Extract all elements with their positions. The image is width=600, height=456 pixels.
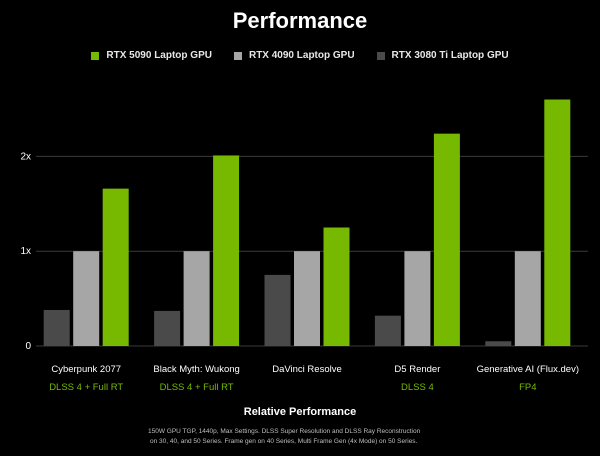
bar-2-1 xyxy=(294,251,320,346)
legend: RTX 5090 Laptop GPU RTX 4090 Laptop GPU … xyxy=(0,50,600,61)
x-subcategory-label-4: FP4 xyxy=(519,382,536,393)
bar-3-1 xyxy=(404,251,431,346)
x-subcategory-label-0: DLSS 4 + Full RT xyxy=(49,382,123,393)
legend-swatch-rtx-5090 xyxy=(91,51,100,60)
bar-4-1 xyxy=(514,251,541,346)
legend-item-rtx-4090: RTX 4090 Laptop GPU xyxy=(233,50,355,61)
bar-0-2 xyxy=(102,188,129,346)
legend-label-rtx-4090: RTX 4090 Laptop GPU xyxy=(248,50,355,61)
legend-swatch-rtx-3080ti xyxy=(376,51,385,60)
x-tick-label-1: Black Myth: Wukong xyxy=(153,364,239,375)
x-subcategory-label-1: DLSS 4 + Full RT xyxy=(160,382,234,393)
x-subcategory-label-3: DLSS 4 xyxy=(401,382,434,393)
x-tick-label-2: DaVinci Resolve xyxy=(272,364,342,375)
x-tick-label-4: Generative AI (Flux.dev) xyxy=(477,364,579,375)
legend-item-rtx-5090: RTX 5090 Laptop GPU xyxy=(91,50,212,61)
legend-swatch-rtx-4090 xyxy=(233,51,242,60)
chart-title: Performance xyxy=(232,8,368,33)
y-tick-label-0: 0 xyxy=(25,341,31,352)
x-tick-label-3: D5 Render xyxy=(394,364,440,375)
bar-0-0 xyxy=(43,309,70,346)
bar-3-2 xyxy=(433,133,460,346)
legend-item-rtx-3080ti: RTX 3080 Ti Laptop GPU xyxy=(376,50,509,61)
bar-3-0 xyxy=(374,315,401,346)
x-axis-label: Relative Performance xyxy=(243,406,357,418)
footnote-line-2: on 30, 40, and 50 Series. Frame gen on 4… xyxy=(150,438,418,445)
bar-1-0 xyxy=(154,310,181,346)
bar-1-1 xyxy=(183,251,210,346)
x-tick-label-0: Cyberpunk 2077 xyxy=(51,364,121,375)
footnote-line-1: 150W GPU TGP, 1440p, Max Settings. DLSS … xyxy=(148,428,421,435)
bar-4-2 xyxy=(544,99,571,347)
y-tick-label-1: 1x xyxy=(20,246,31,257)
legend-label-rtx-5090: RTX 5090 Laptop GPU xyxy=(106,50,212,61)
bar-2-2 xyxy=(323,227,350,346)
bar-0-1 xyxy=(73,251,100,346)
bar-1-2 xyxy=(213,155,240,346)
bar-2-0 xyxy=(264,274,291,346)
y-tick-label-2: 2x xyxy=(20,151,31,162)
bar-4-0 xyxy=(485,341,512,346)
legend-label-rtx-3080ti: RTX 3080 Ti Laptop GPU xyxy=(391,50,509,61)
